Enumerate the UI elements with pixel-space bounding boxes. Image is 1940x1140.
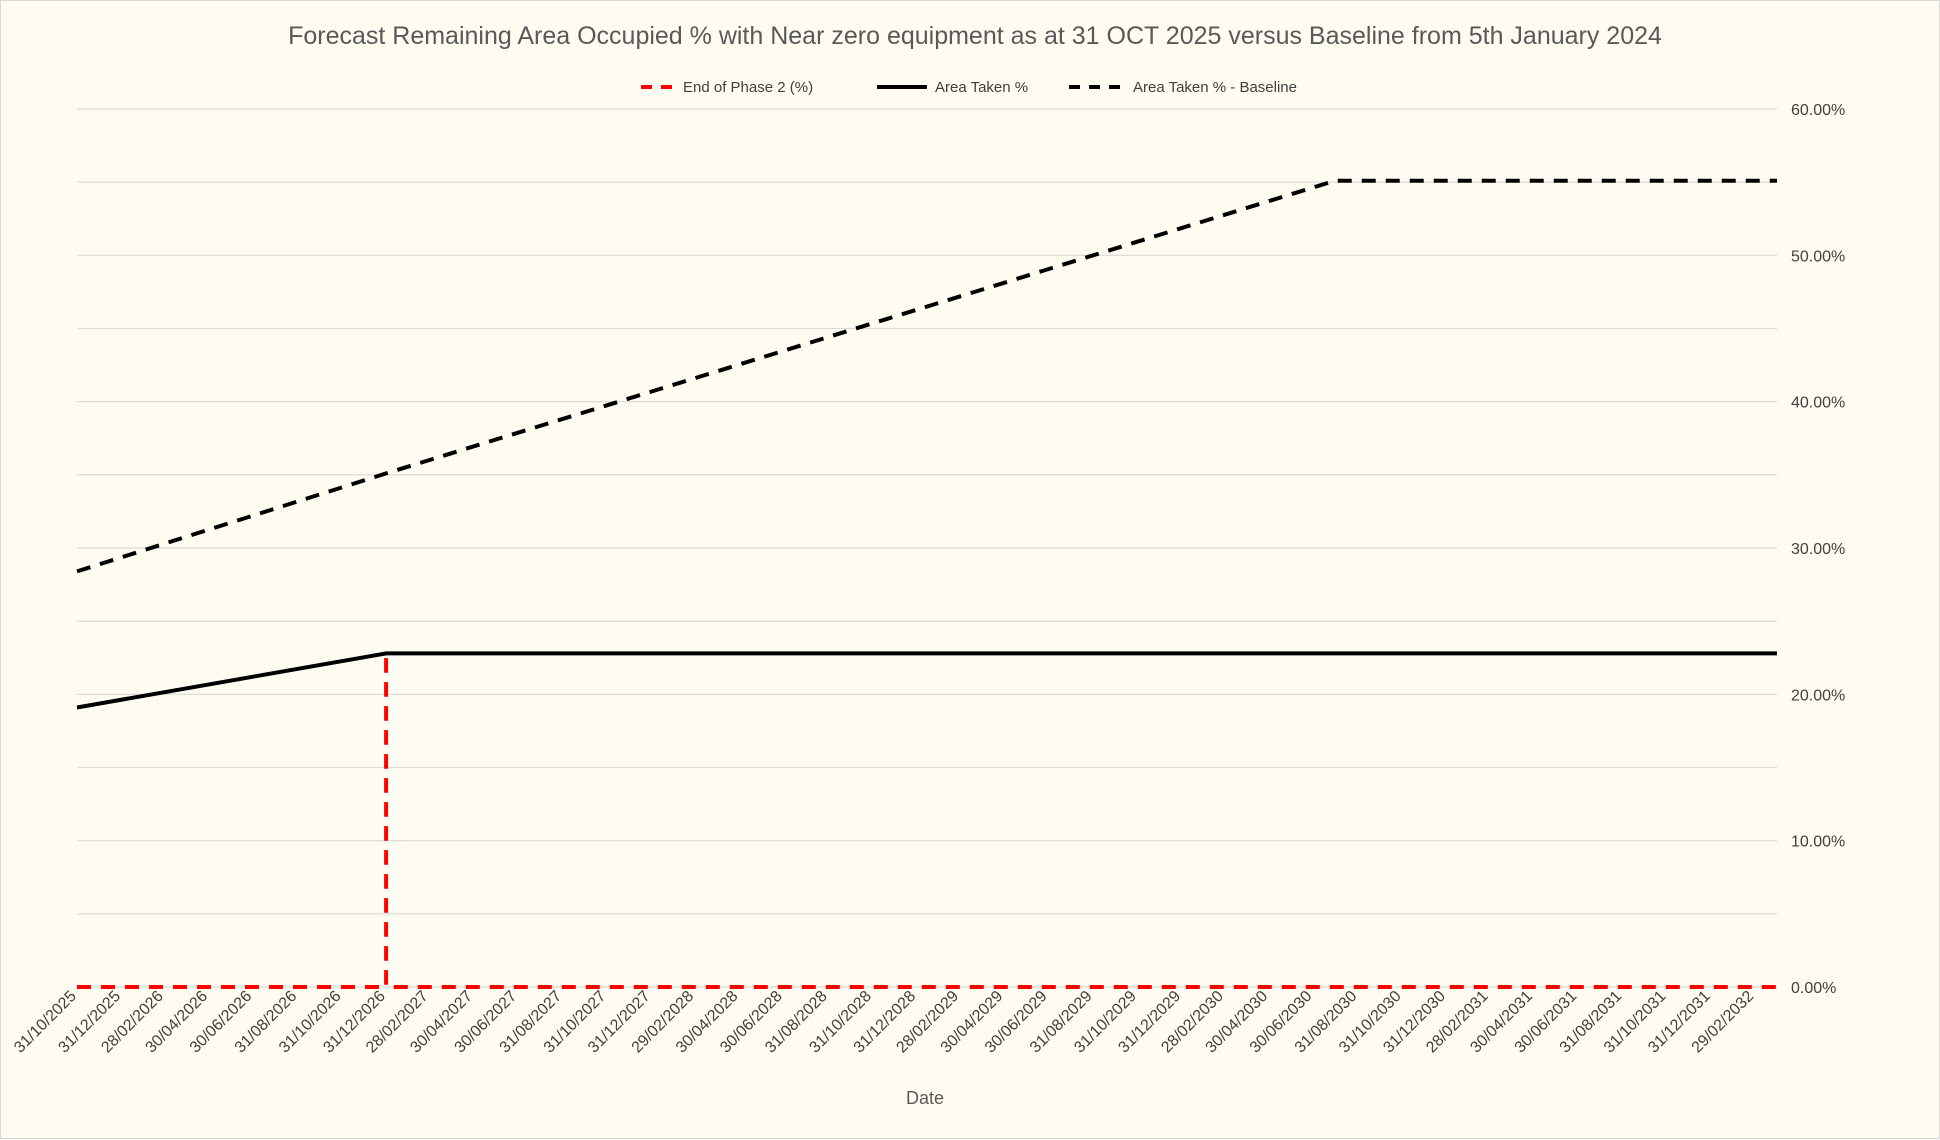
x-axis-title: Date <box>906 1088 944 1108</box>
y-tick-label: 20.00% <box>1791 687 1845 704</box>
series-line-1 <box>76 651 1777 710</box>
legend-label-area-taken: Area Taken % <box>935 79 1028 96</box>
y-tick-label: 60.00% <box>1791 102 1845 119</box>
series-lines <box>76 178 1777 989</box>
x-axis-ticks: 31/10/202531/12/202528/02/202630/04/2026… <box>11 988 1757 1057</box>
y-tick-label: 40.00% <box>1791 395 1845 412</box>
y-tick-label: 10.00% <box>1791 834 1845 851</box>
y-tick-label: 0.00% <box>1791 980 1836 997</box>
y-tick-label: 30.00% <box>1791 541 1845 558</box>
y-tick-label: 50.00% <box>1791 248 1845 265</box>
gridlines <box>77 108 1777 988</box>
series-line-2 <box>76 178 1777 574</box>
legend: End of Phase 2 (%) Area Taken % Area Tak… <box>641 79 1297 96</box>
y-axis-ticks: 0.00% 10.00% 20.00% 30.00% 40.00% 50.00% 60.00… <box>1791 102 1845 997</box>
chart-title: Forecast Remaining Area Occupied % with … <box>288 22 1662 50</box>
series-line-0 <box>77 651 1777 989</box>
legend-label-area-taken-baseline: Area Taken % - Baseline <box>1133 79 1297 96</box>
legend-label-end-of-phase-2: End of Phase 2 (%) <box>683 79 813 96</box>
